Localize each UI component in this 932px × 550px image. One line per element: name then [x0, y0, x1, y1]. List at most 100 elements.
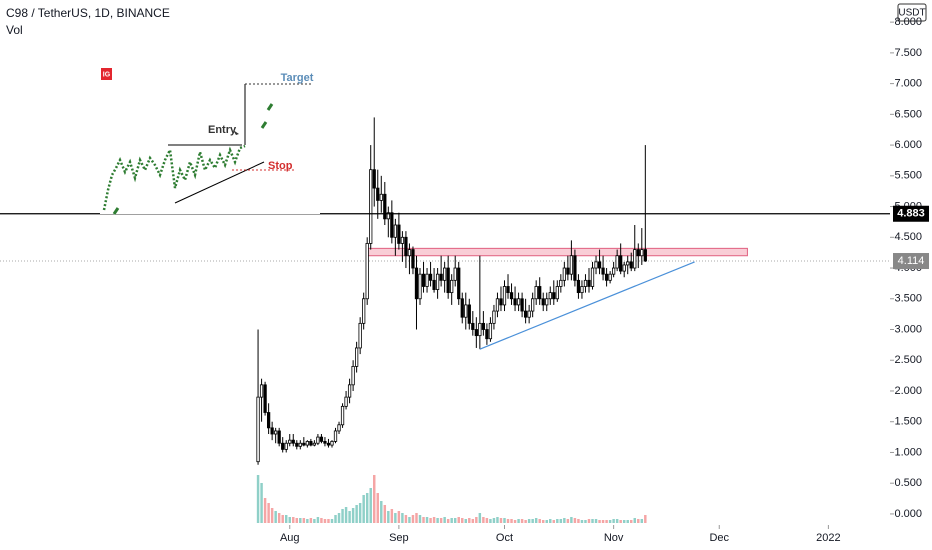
candle-body	[629, 261, 633, 269]
candle-body	[284, 442, 288, 450]
volume-bar	[404, 515, 408, 523]
x-tick-label: Sep	[389, 532, 409, 544]
candle-body	[397, 224, 401, 244]
volume-bar	[464, 519, 468, 523]
y-tick-label: 7.000	[894, 78, 922, 90]
candle-body	[464, 304, 468, 318]
candle-body	[604, 273, 609, 281]
volume-bar	[408, 517, 411, 523]
candle-body	[612, 267, 616, 275]
volume-bar	[637, 519, 640, 523]
volume-bar	[411, 515, 415, 523]
candle-body	[583, 279, 588, 287]
candle-body	[291, 439, 295, 444]
volume-bar	[362, 495, 365, 523]
volume-bar	[281, 515, 284, 523]
chart-title: C98 / TetherUS, 1D, BINANCE	[6, 6, 170, 20]
candle-body	[580, 286, 584, 294]
volume-bar	[425, 517, 429, 523]
y-tick-label: 2.000	[894, 385, 922, 397]
unit-box	[897, 3, 927, 22]
candle-body	[485, 329, 489, 340]
candle-body	[425, 273, 429, 287]
volume-bar	[538, 519, 541, 523]
price-tag	[893, 205, 929, 222]
volume-bar	[453, 518, 457, 523]
candle-body	[347, 384, 352, 398]
candle-body	[295, 442, 299, 447]
candle-body	[376, 187, 380, 201]
volume-bar	[320, 518, 323, 523]
volume-bar	[256, 475, 260, 523]
candle-body	[555, 286, 559, 300]
candle-body	[471, 322, 475, 330]
volume-bar	[446, 519, 450, 523]
volume-bar	[369, 488, 372, 523]
candle-body	[562, 267, 566, 281]
volume-bar	[358, 503, 362, 523]
volume-bar	[513, 520, 517, 523]
trend-line	[479, 261, 695, 350]
candle-body	[326, 442, 331, 446]
candle-body	[358, 322, 362, 349]
candle-body	[404, 236, 408, 257]
candle-body	[256, 396, 260, 463]
candle-body	[432, 279, 436, 290]
volume-bar	[284, 515, 288, 523]
volume-bar	[524, 520, 527, 523]
y-tick-label: 4.500	[894, 231, 922, 243]
candle-body	[478, 322, 482, 337]
volume-bar	[517, 519, 520, 523]
candle-body	[439, 273, 443, 281]
candle-body	[640, 249, 644, 257]
y-tick-label: 6.000	[894, 139, 922, 151]
candle-body	[450, 279, 454, 294]
y-tick-label: 7.500	[894, 47, 922, 59]
candle-body	[414, 267, 419, 300]
candle-body	[573, 255, 577, 281]
y-tick-label: 8.000	[894, 16, 922, 28]
volume-bar	[510, 519, 513, 523]
candle-body	[502, 286, 507, 306]
volume-bar	[520, 519, 524, 523]
inset-support	[174, 161, 265, 204]
volume-bar	[577, 519, 580, 523]
volume-bar	[401, 513, 404, 523]
volume-bar	[337, 513, 341, 523]
candle-body	[355, 347, 359, 367]
volume-bar	[292, 517, 295, 523]
volume-bar	[418, 515, 422, 523]
volume-bar	[351, 508, 355, 523]
candle-body	[305, 440, 309, 446]
volume-bar	[478, 513, 482, 523]
candle-body	[495, 298, 500, 312]
axes: USDT 0.000 0.500 1.000 1.500 2.000 2.500 3.000…	[280, 3, 929, 544]
candle-body	[369, 169, 373, 244]
candle-body	[288, 439, 292, 444]
volume-bar	[436, 518, 439, 523]
volume-bar	[489, 519, 492, 523]
candle-body	[372, 169, 376, 189]
y-tick-label: 3.500	[894, 293, 922, 305]
candle-body	[443, 267, 447, 281]
candle-body	[302, 442, 306, 446]
volume-bar	[503, 518, 506, 523]
volume-bar	[482, 517, 485, 523]
volume-bar	[461, 518, 464, 523]
candle-body	[263, 384, 267, 413]
stop-label: Stop	[268, 160, 293, 172]
volume-title: Vol	[6, 23, 23, 37]
volume-bar	[591, 519, 594, 523]
volume-bar	[541, 520, 545, 523]
inset-background	[100, 62, 320, 214]
candle-body	[351, 365, 355, 386]
candle-body	[492, 310, 496, 324]
volume-bar	[457, 517, 460, 523]
volume-bar	[570, 517, 573, 523]
volume-bar	[605, 520, 608, 523]
candle-body	[619, 255, 623, 272]
volume-bar	[394, 513, 397, 523]
candle-body	[499, 298, 503, 306]
candle-body	[590, 267, 595, 287]
volume-bar	[443, 517, 446, 523]
